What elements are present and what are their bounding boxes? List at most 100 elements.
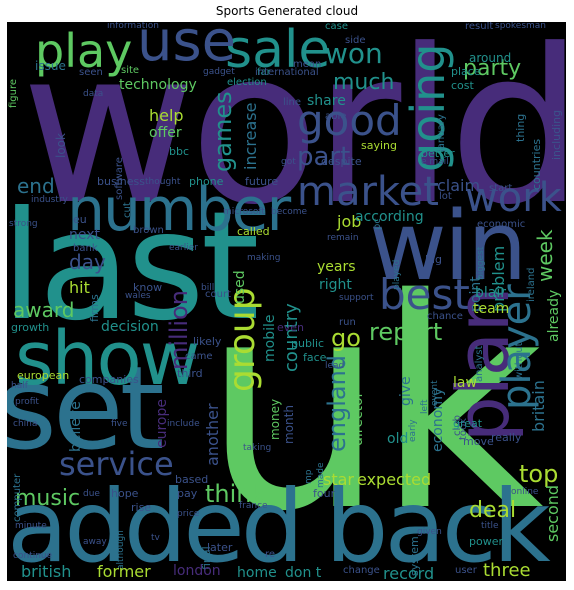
word-industry: industry xyxy=(31,195,68,205)
word-back: back xyxy=(325,468,551,581)
word-result: result xyxy=(465,22,494,32)
word-service: service xyxy=(59,445,174,483)
word-third: third xyxy=(177,367,203,380)
word-away: away xyxy=(83,537,107,547)
word-spokesman: spokesman xyxy=(495,22,547,31)
word-saying: saying xyxy=(361,139,397,152)
word-court: court xyxy=(205,289,231,300)
word-move: move xyxy=(463,435,494,448)
word-decision: decision xyxy=(101,319,159,335)
word-due: due xyxy=(83,489,100,499)
word-gadget: gadget xyxy=(203,67,235,77)
word-used: used xyxy=(232,270,248,304)
word-taking: taking xyxy=(243,443,272,453)
word-information: information xyxy=(107,22,159,31)
word-right: right xyxy=(319,277,352,293)
word-start: start xyxy=(489,183,513,194)
word-economic: economic xyxy=(477,219,526,230)
word-home: home xyxy=(237,565,277,581)
word-pay: pay xyxy=(177,487,198,500)
word-thought: thought xyxy=(145,177,181,187)
word-place: place xyxy=(451,65,481,78)
word-think: think xyxy=(205,480,266,508)
word-increase: increase xyxy=(241,102,260,170)
word-china: china xyxy=(13,419,38,429)
word-technology: technology xyxy=(119,77,197,93)
word-best: best xyxy=(379,270,470,319)
word-really: really xyxy=(491,431,522,444)
word-team: team xyxy=(473,301,510,317)
word-games: games xyxy=(209,91,237,172)
word-work: work xyxy=(465,175,562,221)
word-years: years xyxy=(317,259,356,275)
word-change: change xyxy=(343,565,380,576)
word-making: making xyxy=(247,253,281,263)
word-early: early xyxy=(408,419,418,442)
word-bank: bank xyxy=(73,243,98,254)
word-day: day xyxy=(69,250,106,274)
word-growth: growth xyxy=(11,321,50,334)
word-better: better xyxy=(421,147,455,160)
word-figure: figure xyxy=(8,78,19,108)
word-expected: expected xyxy=(357,470,432,489)
word-issue: issue xyxy=(35,59,66,73)
word-tv: tv xyxy=(151,533,160,543)
word-profit: profit xyxy=(15,397,39,407)
word-public: public xyxy=(291,337,325,350)
word-three: three xyxy=(483,560,531,581)
word-award: award xyxy=(13,298,75,322)
word-wales: wales xyxy=(125,291,151,301)
word-including: including xyxy=(550,109,563,160)
word-star: star xyxy=(323,470,354,489)
word-bbc: bbc xyxy=(169,145,190,158)
word-money: money xyxy=(268,398,282,440)
word-play: play xyxy=(35,24,133,78)
word-party: party xyxy=(463,56,522,81)
word-site: site xyxy=(121,65,140,76)
word-sale: sale xyxy=(225,22,331,80)
word-become: become xyxy=(271,207,308,217)
word-world: world xyxy=(21,22,566,252)
word-look: look xyxy=(54,133,68,158)
word-support: support xyxy=(339,293,374,303)
word-likely: likely xyxy=(193,335,222,348)
word-london: london xyxy=(173,563,221,579)
word-microsoft: microsoft xyxy=(223,207,265,217)
word-show: show xyxy=(15,316,200,402)
word-five: five xyxy=(111,419,128,429)
word-cloud-canvas: world uk last set added back win show nu… xyxy=(7,22,566,581)
word-continue: continue xyxy=(13,551,53,561)
word-help: help xyxy=(149,106,184,125)
word-another: another xyxy=(203,403,222,466)
word-end: end xyxy=(17,174,55,198)
chart-title: Sports Generated cloud xyxy=(215,4,359,18)
word-title: title xyxy=(481,521,499,531)
word-record: record xyxy=(383,564,435,582)
word-music: music xyxy=(15,486,81,511)
word-give: give xyxy=(398,376,414,406)
word-remain: remain xyxy=(327,233,359,243)
word-share: share xyxy=(307,93,346,109)
word-big: big xyxy=(425,253,443,266)
word-include: include xyxy=(167,419,200,429)
word-firms: firms xyxy=(88,294,101,322)
word-ireland: ireland xyxy=(526,267,537,302)
word-case: case xyxy=(325,22,348,32)
word-next: next xyxy=(69,227,101,243)
word-market: market xyxy=(297,169,439,215)
word-won: won xyxy=(325,37,383,70)
word-strong: strong xyxy=(9,219,38,229)
word-re: re xyxy=(265,549,276,560)
word-face: face xyxy=(303,351,327,364)
word-cut: cut xyxy=(122,202,133,218)
word-week: week xyxy=(533,229,557,282)
word-according: according xyxy=(355,209,424,225)
word-computer: computer xyxy=(12,473,23,522)
word-law: law xyxy=(453,375,477,391)
word-dont: don t xyxy=(285,565,322,581)
word-british: british xyxy=(21,562,72,581)
word-chance: chance xyxy=(427,311,463,322)
word-line: line xyxy=(283,97,302,108)
word-last: last xyxy=(7,180,260,354)
word-part: part xyxy=(297,142,351,172)
